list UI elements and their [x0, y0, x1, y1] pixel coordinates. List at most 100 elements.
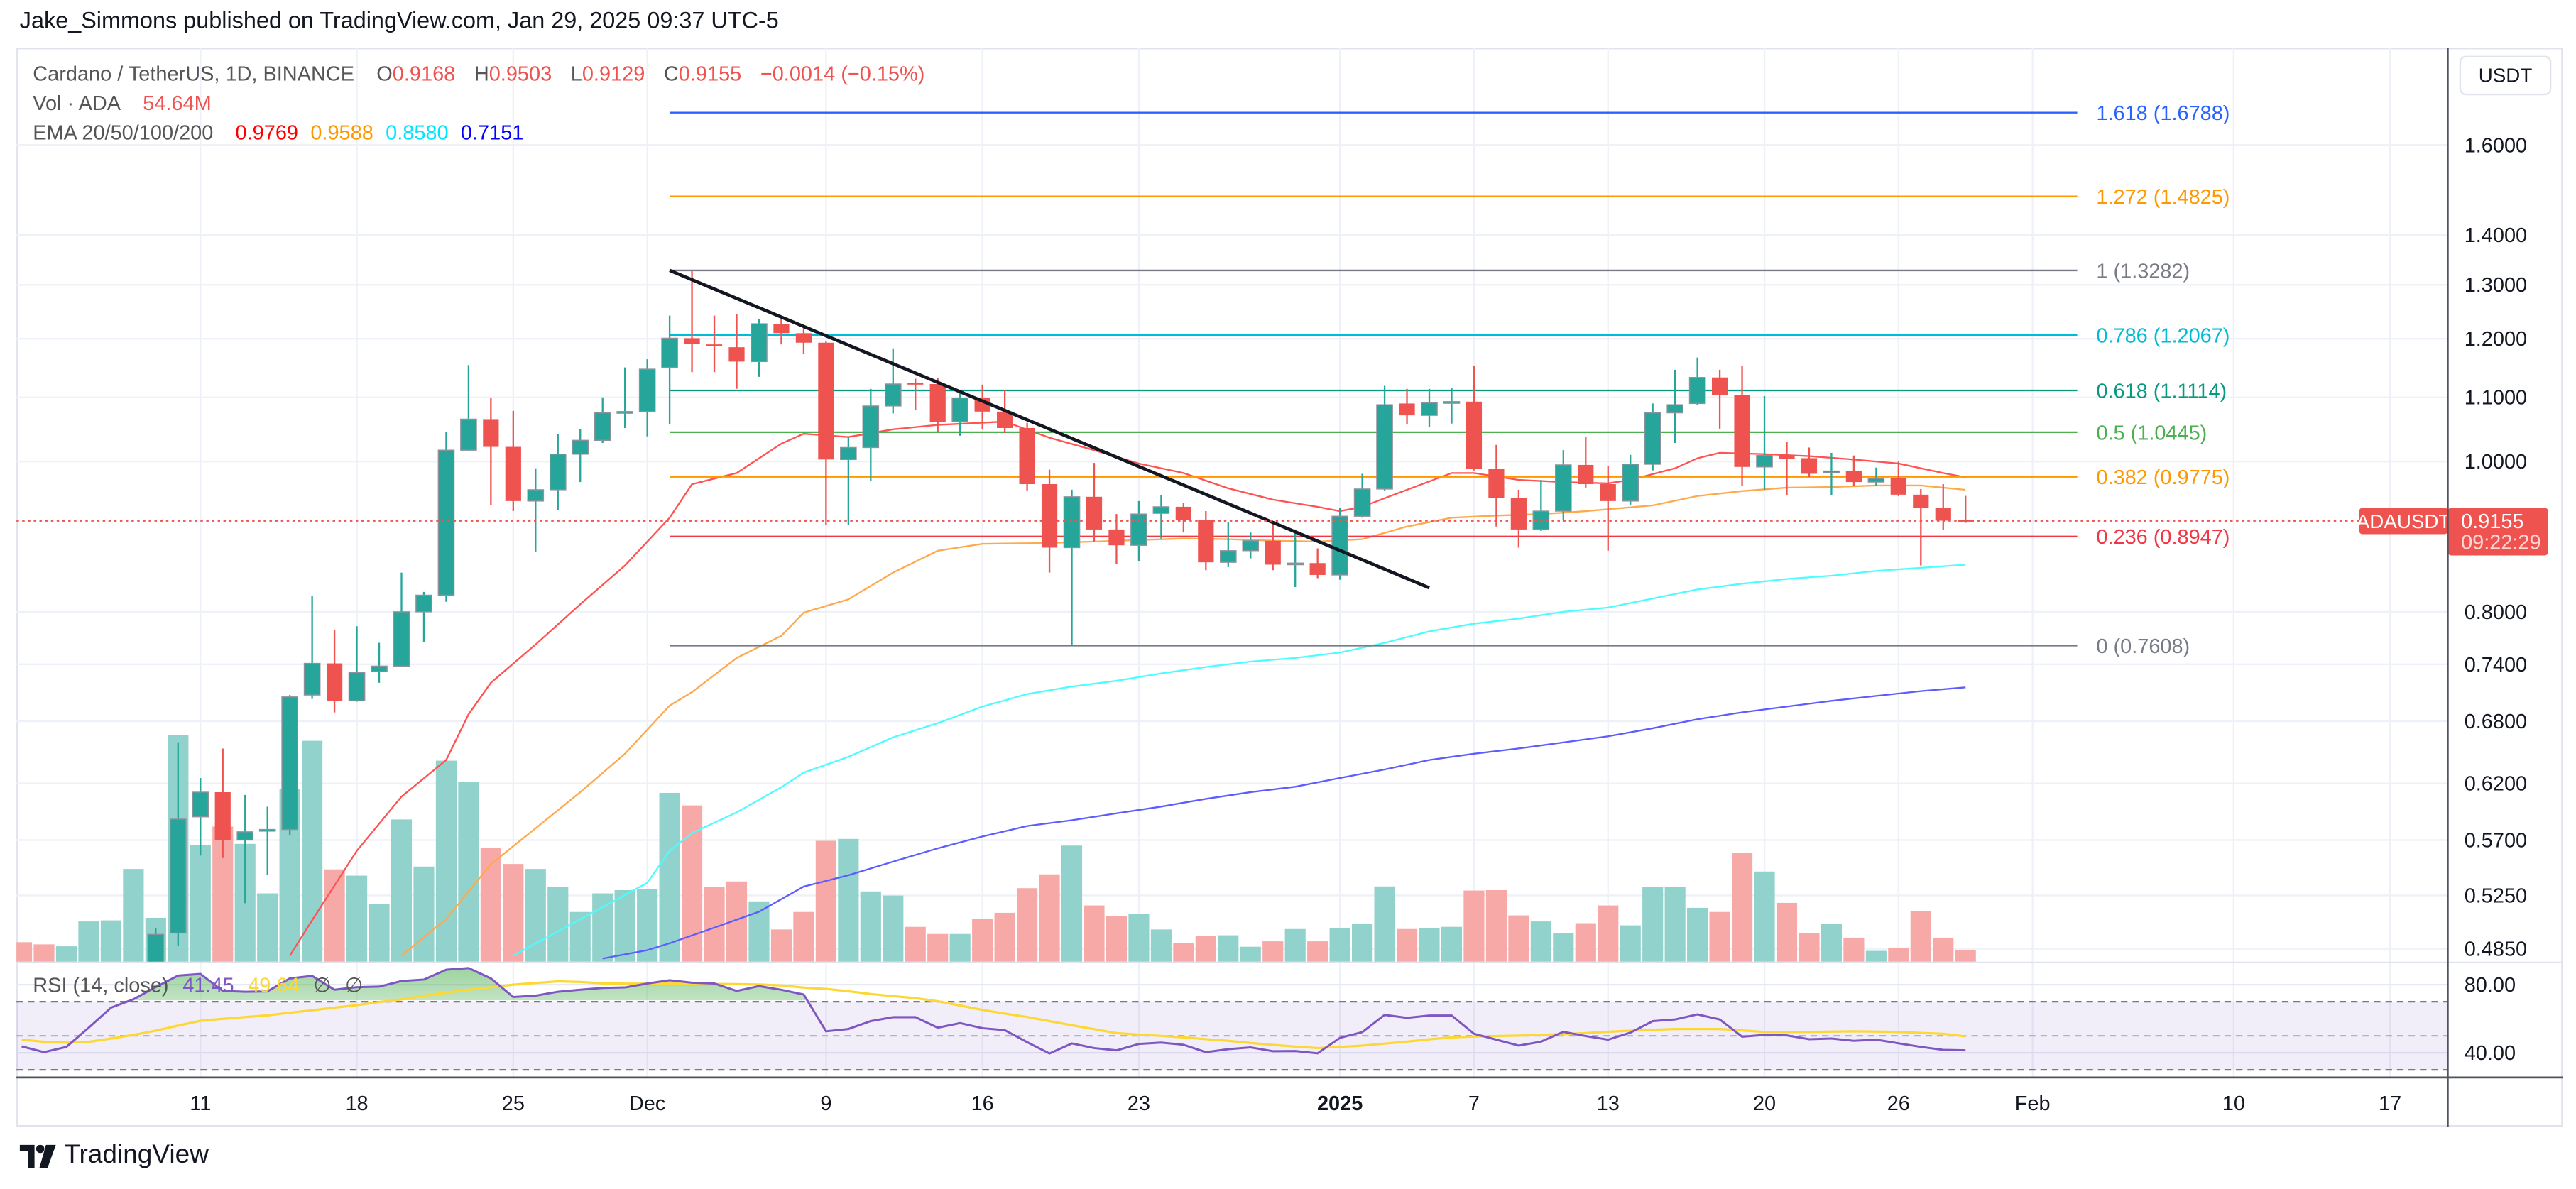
candle — [1309, 548, 1326, 579]
candle-body — [1488, 469, 1505, 498]
candle-body — [818, 342, 834, 460]
candle-body — [1421, 402, 1438, 416]
candle — [706, 315, 723, 373]
candle-body — [1019, 427, 1035, 485]
volume-bar — [324, 869, 345, 962]
legend-open-label: O — [376, 62, 393, 86]
volume-bar — [480, 848, 501, 962]
candle — [1823, 452, 1840, 495]
tradingview-logo[interactable]: TradingView — [19, 1141, 209, 1171]
volume-bar — [257, 893, 278, 962]
candle-body — [1041, 484, 1058, 548]
volume-bar — [1374, 886, 1395, 962]
candle-body — [1600, 484, 1616, 501]
volume-bar — [1352, 924, 1373, 962]
candle — [1063, 489, 1081, 646]
legend-open: 0.9168 — [392, 62, 456, 86]
volume-bar — [860, 891, 881, 962]
rsi-pane — [16, 967, 2448, 1071]
volume-bar — [815, 840, 836, 962]
candle-body — [1353, 488, 1371, 517]
candle — [1265, 522, 1281, 571]
candle-body — [907, 383, 924, 385]
candle — [170, 742, 187, 946]
price-tick-label: 1.6000 — [2465, 134, 2527, 157]
price-tick-label: 0.8000 — [2465, 601, 2527, 624]
candle — [1287, 529, 1304, 587]
volume-bar — [1508, 915, 1529, 962]
legend-volume-label[interactable]: Vol · ADA — [33, 92, 121, 115]
candle-body — [371, 665, 388, 672]
volume-bar — [793, 911, 814, 962]
candle — [348, 626, 366, 702]
candle — [1198, 511, 1214, 571]
volume-bar — [1106, 916, 1128, 962]
time-tick-label: 18 — [345, 1092, 368, 1115]
candle-body — [1265, 540, 1281, 565]
volume-bar — [1307, 941, 1328, 962]
volume-bar — [1933, 937, 1954, 962]
candle — [1510, 489, 1527, 548]
candle — [951, 390, 968, 436]
volume-bar — [1843, 937, 1865, 962]
fib-level-label: 0.786 (1.2067) — [2096, 324, 2230, 347]
candle — [1175, 503, 1191, 533]
volume-bar — [1396, 928, 1418, 962]
symbol-badge-text: ADAUSDT — [2357, 510, 2451, 532]
candle — [884, 348, 902, 414]
candle-body — [1219, 550, 1237, 563]
volume-bar — [1598, 905, 1619, 962]
candle — [728, 314, 745, 389]
candle-body — [1399, 403, 1415, 416]
candle-body — [862, 405, 880, 449]
time-tick-label: 26 — [1887, 1092, 1910, 1115]
legend-ema-label[interactable]: EMA 20/50/100/200 — [33, 121, 214, 145]
candle — [1130, 500, 1147, 561]
price-tick-label: 1.1000 — [2465, 387, 2527, 410]
volume-bar — [1128, 914, 1150, 962]
volume-bar — [659, 792, 680, 962]
candle-body — [951, 397, 968, 422]
volume-bar — [1955, 950, 1976, 962]
legend-low: 0.9129 — [582, 62, 645, 86]
candle — [1532, 480, 1550, 532]
candle — [1801, 447, 1818, 478]
candle — [326, 630, 343, 713]
candle — [258, 806, 276, 875]
candle-body — [884, 383, 902, 407]
volume-bar — [704, 887, 725, 962]
candle — [1644, 403, 1661, 471]
candle-body — [1287, 562, 1304, 566]
currency-button[interactable]: USDT — [2459, 55, 2552, 96]
volume-bar — [1173, 943, 1194, 962]
candle-body — [1130, 513, 1147, 546]
candles — [13, 270, 1974, 1189]
volume-bar — [838, 838, 859, 962]
fib-level-label: 0.236 (0.8947) — [2096, 526, 2230, 549]
volume-bar — [1865, 950, 1887, 962]
trendline-group[interactable] — [669, 268, 1430, 590]
fib-level-label: 1 (1.3282) — [2096, 260, 2190, 283]
legend-high-label: H — [474, 62, 489, 86]
candle-body — [460, 418, 477, 451]
volume-bar — [1463, 890, 1485, 962]
candle — [58, 1178, 74, 1189]
candle-body — [549, 454, 567, 491]
candle — [103, 1105, 119, 1141]
candle-body — [1890, 478, 1906, 495]
candle-body — [170, 818, 187, 934]
candle — [1421, 388, 1438, 427]
rsi-overbought-fill — [131, 968, 807, 1001]
volume-bar — [1195, 936, 1216, 962]
candle — [1443, 388, 1461, 424]
candle-body — [706, 344, 723, 346]
candle — [13, 1168, 29, 1189]
volume-bar — [994, 912, 1015, 962]
legend-symbol[interactable]: Cardano / TetherUS, 1D, BINANCE — [33, 62, 355, 86]
time-tick-label: 25 — [502, 1092, 525, 1115]
fib-retracement[interactable]: 1.618 (1.6788) 1.272 (1.4825) 1 (1.3282) 0.… — [670, 102, 2230, 658]
candle — [236, 794, 254, 904]
candle-body — [393, 611, 410, 667]
rsi-label[interactable]: RSI (14, close) — [33, 974, 169, 997]
